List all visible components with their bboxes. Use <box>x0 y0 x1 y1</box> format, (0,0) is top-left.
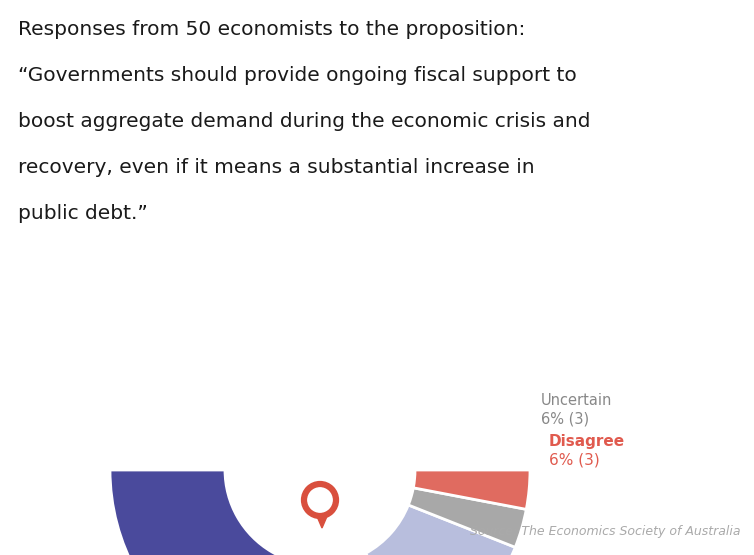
Text: 6% (3): 6% (3) <box>549 453 599 468</box>
Text: 6% (3): 6% (3) <box>541 412 590 427</box>
Wedge shape <box>409 488 526 547</box>
Text: 22% (11): 22% (11) <box>409 374 480 388</box>
Text: Strongly agree: Strongly agree <box>147 317 298 336</box>
Text: Disagree: Disagree <box>549 433 625 448</box>
Text: public debt.”: public debt.” <box>18 204 148 223</box>
Wedge shape <box>366 505 515 555</box>
Text: Uncertain: Uncertain <box>541 392 612 407</box>
Text: 66% (33): 66% (33) <box>187 341 258 356</box>
Wedge shape <box>413 470 530 509</box>
Text: Responses from 50 economists to the proposition:: Responses from 50 economists to the prop… <box>18 20 526 39</box>
Circle shape <box>308 488 332 512</box>
Wedge shape <box>110 470 421 555</box>
Text: “Governments should provide ongoing fiscal support to: “Governments should provide ongoing fisc… <box>18 66 577 85</box>
Text: Source: The Economics Society of Australia: Source: The Economics Society of Austral… <box>470 525 740 538</box>
Text: boost aggregate demand during the economic crisis and: boost aggregate demand during the econom… <box>18 112 590 131</box>
Polygon shape <box>316 514 328 528</box>
Text: Agree: Agree <box>416 350 472 368</box>
Text: recovery, even if it means a substantial increase in: recovery, even if it means a substantial… <box>18 158 535 177</box>
